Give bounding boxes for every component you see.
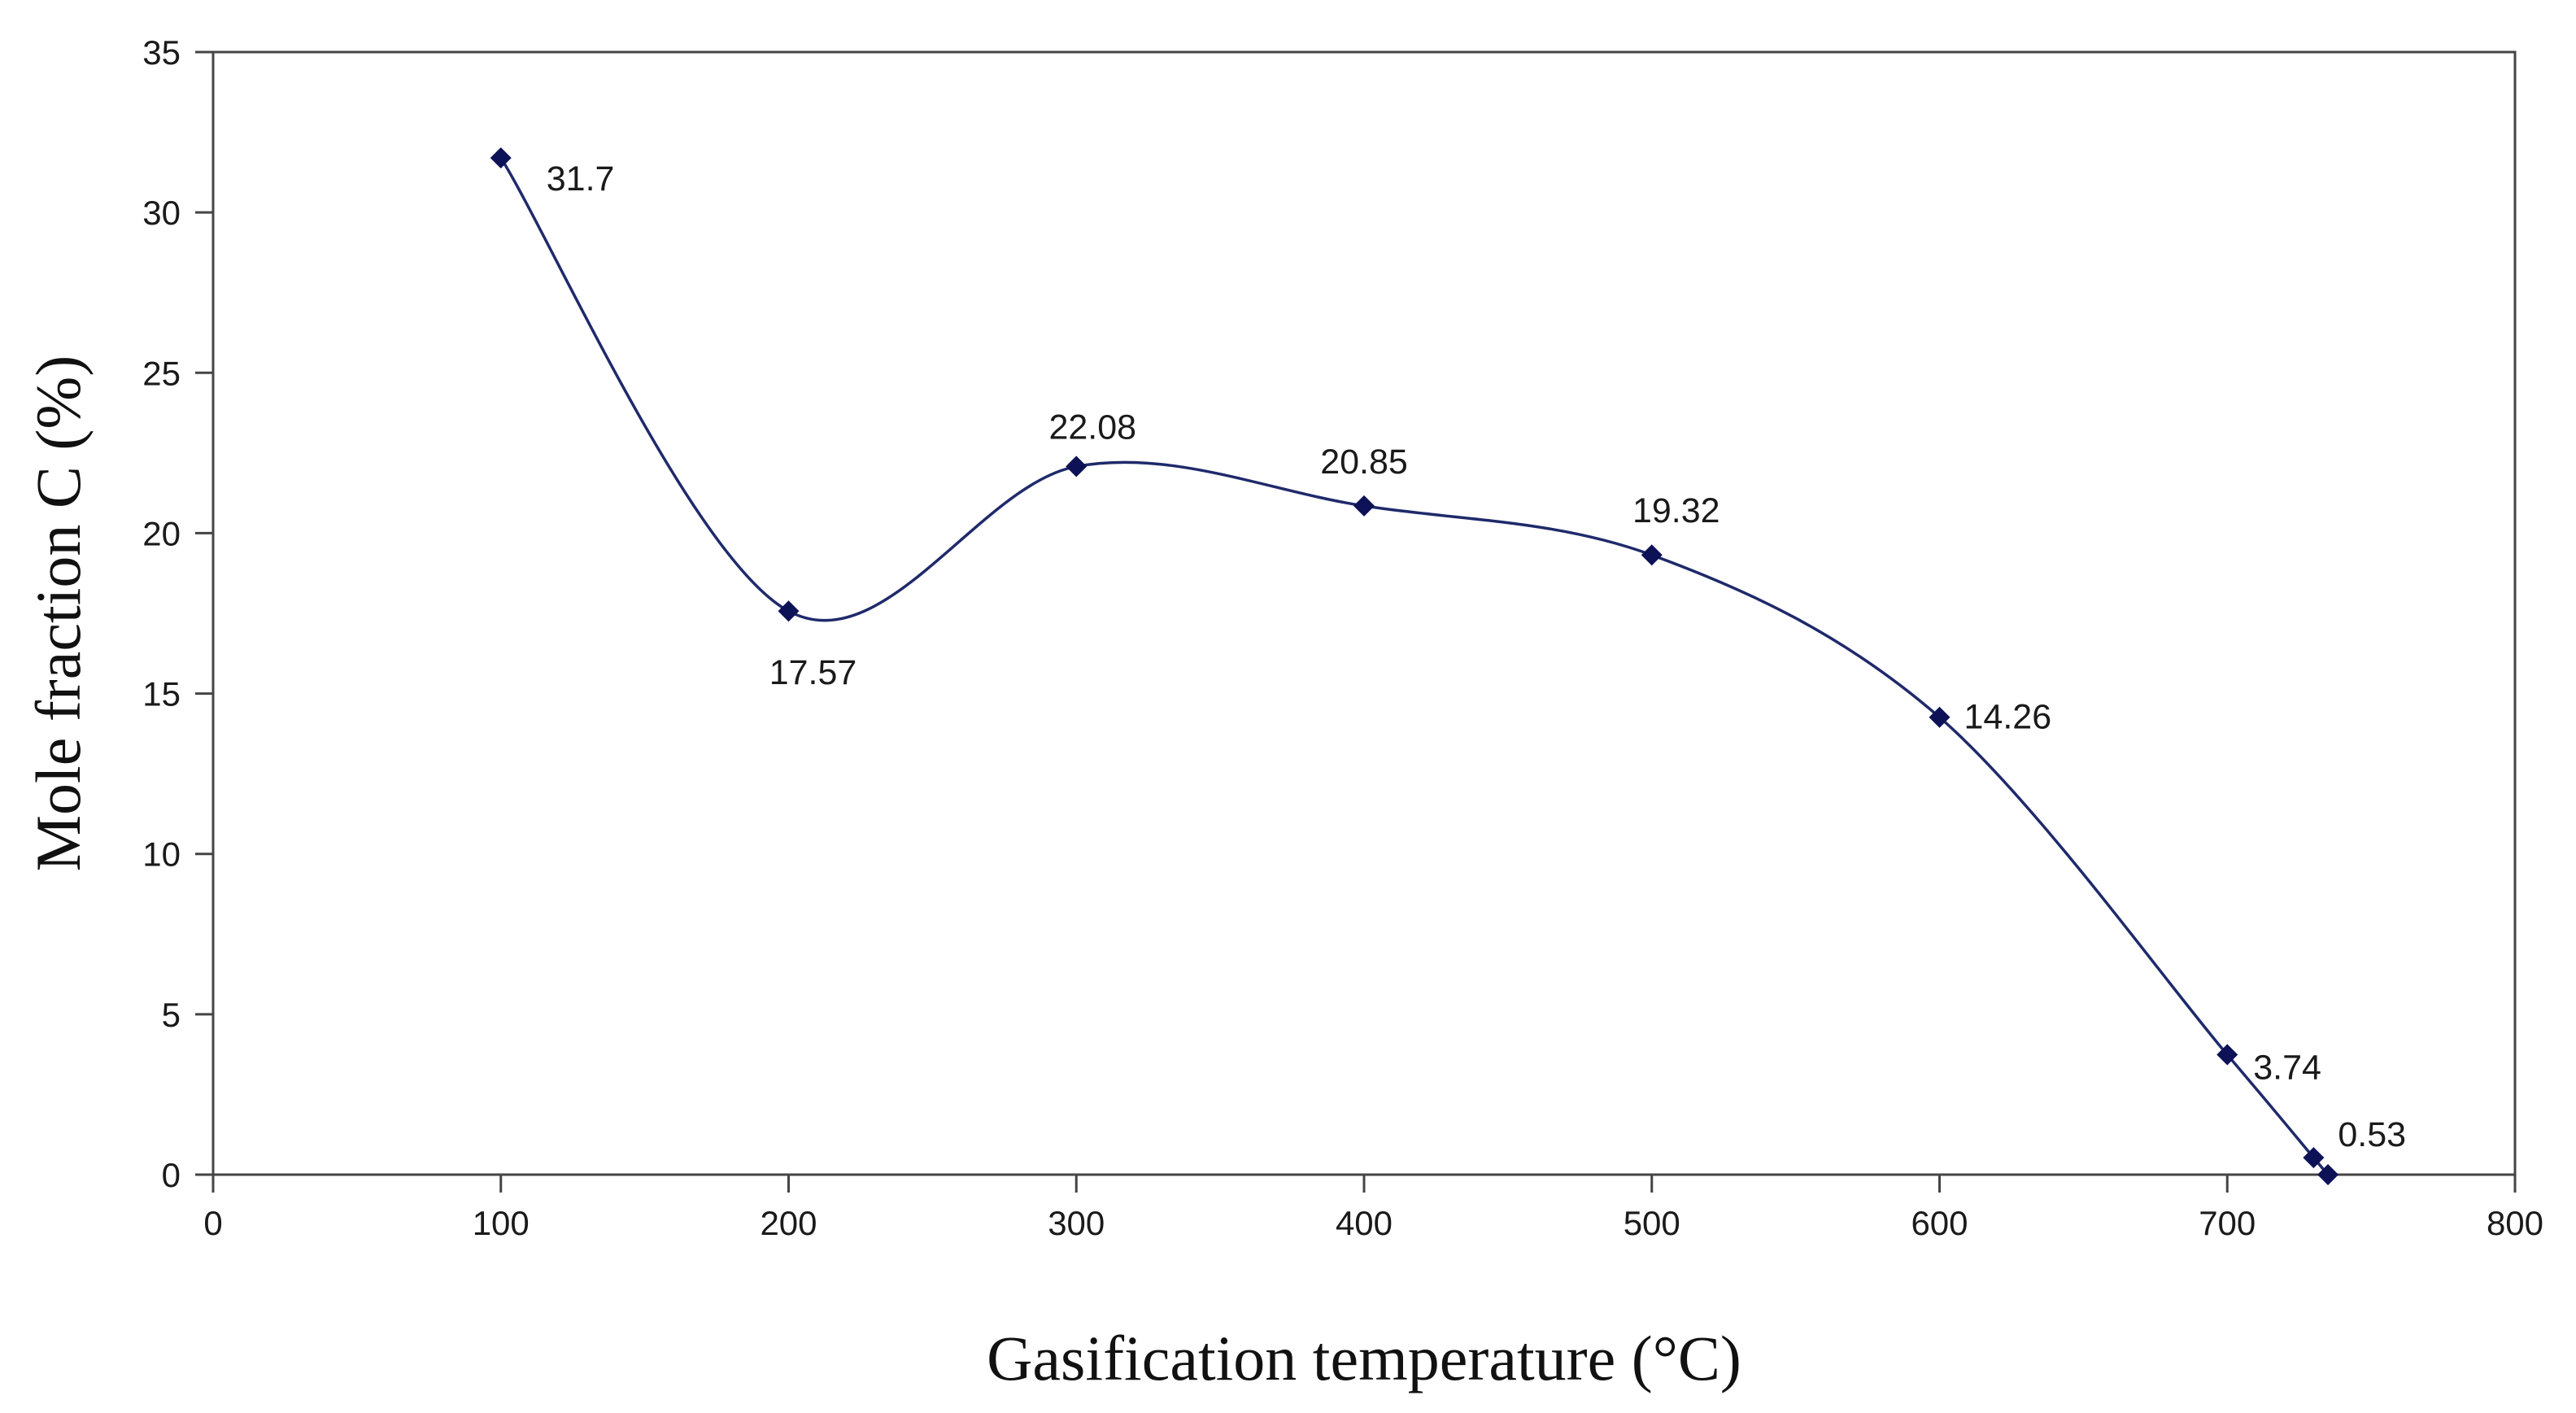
x-tick-label: 100 [473, 1204, 530, 1242]
x-tick-label: 700 [2199, 1204, 2256, 1242]
data-label: 19.32 [1632, 491, 1720, 530]
data-label: 3.74 [2253, 1049, 2321, 1088]
data-label: 31.7 [547, 159, 615, 198]
x-tick-label: 400 [1336, 1204, 1393, 1242]
x-tick-label: 800 [2487, 1204, 2543, 1242]
data-point-marker [2303, 1147, 2325, 1169]
data-point-marker [2216, 1044, 2238, 1066]
y-tick-label: 0 [162, 1156, 181, 1194]
x-tick-label: 500 [1624, 1204, 1680, 1242]
series-layer: 31.7 17.57 22.08 20.85 19.32 14.26 3.74 0.53 [490, 147, 2406, 1185]
data-label: 14.26 [1964, 698, 2052, 737]
data-point-marker [1066, 456, 1087, 478]
data-label: 22.08 [1048, 408, 1136, 447]
x-tick-label: 300 [1048, 1204, 1105, 1242]
y-tick-label: 20 [142, 514, 181, 552]
y-tick-label: 35 [142, 33, 181, 72]
data-point-marker [778, 600, 800, 622]
data-point-marker [1641, 544, 1663, 566]
x-tick-label: 0 [203, 1204, 222, 1242]
data-point-marker [490, 147, 512, 169]
y-tick-label: 30 [142, 194, 181, 232]
x-axis-title: Gasification temperature (°C) [987, 1323, 1741, 1393]
data-label: 17.57 [769, 653, 857, 692]
data-label: 0.53 [2338, 1115, 2406, 1154]
data-point-marker [1353, 495, 1375, 517]
axes: 0 5 10 15 20 25 30 35 0 100 200 300 400 500 600 700 800 [142, 33, 2543, 1242]
y-axis-title: Mole fraction C (%) [23, 355, 94, 872]
data-label: 20.85 [1320, 443, 1408, 482]
y-tick-label: 10 [142, 835, 181, 874]
y-tick-label: 15 [142, 675, 181, 713]
y-tick-label: 25 [142, 354, 181, 392]
x-tick-label: 600 [1911, 1204, 1968, 1242]
data-point-marker [1929, 706, 1951, 728]
data-point-marker [2317, 1164, 2339, 1185]
x-tick-label: 200 [760, 1204, 817, 1242]
y-tick-label: 5 [162, 996, 181, 1034]
